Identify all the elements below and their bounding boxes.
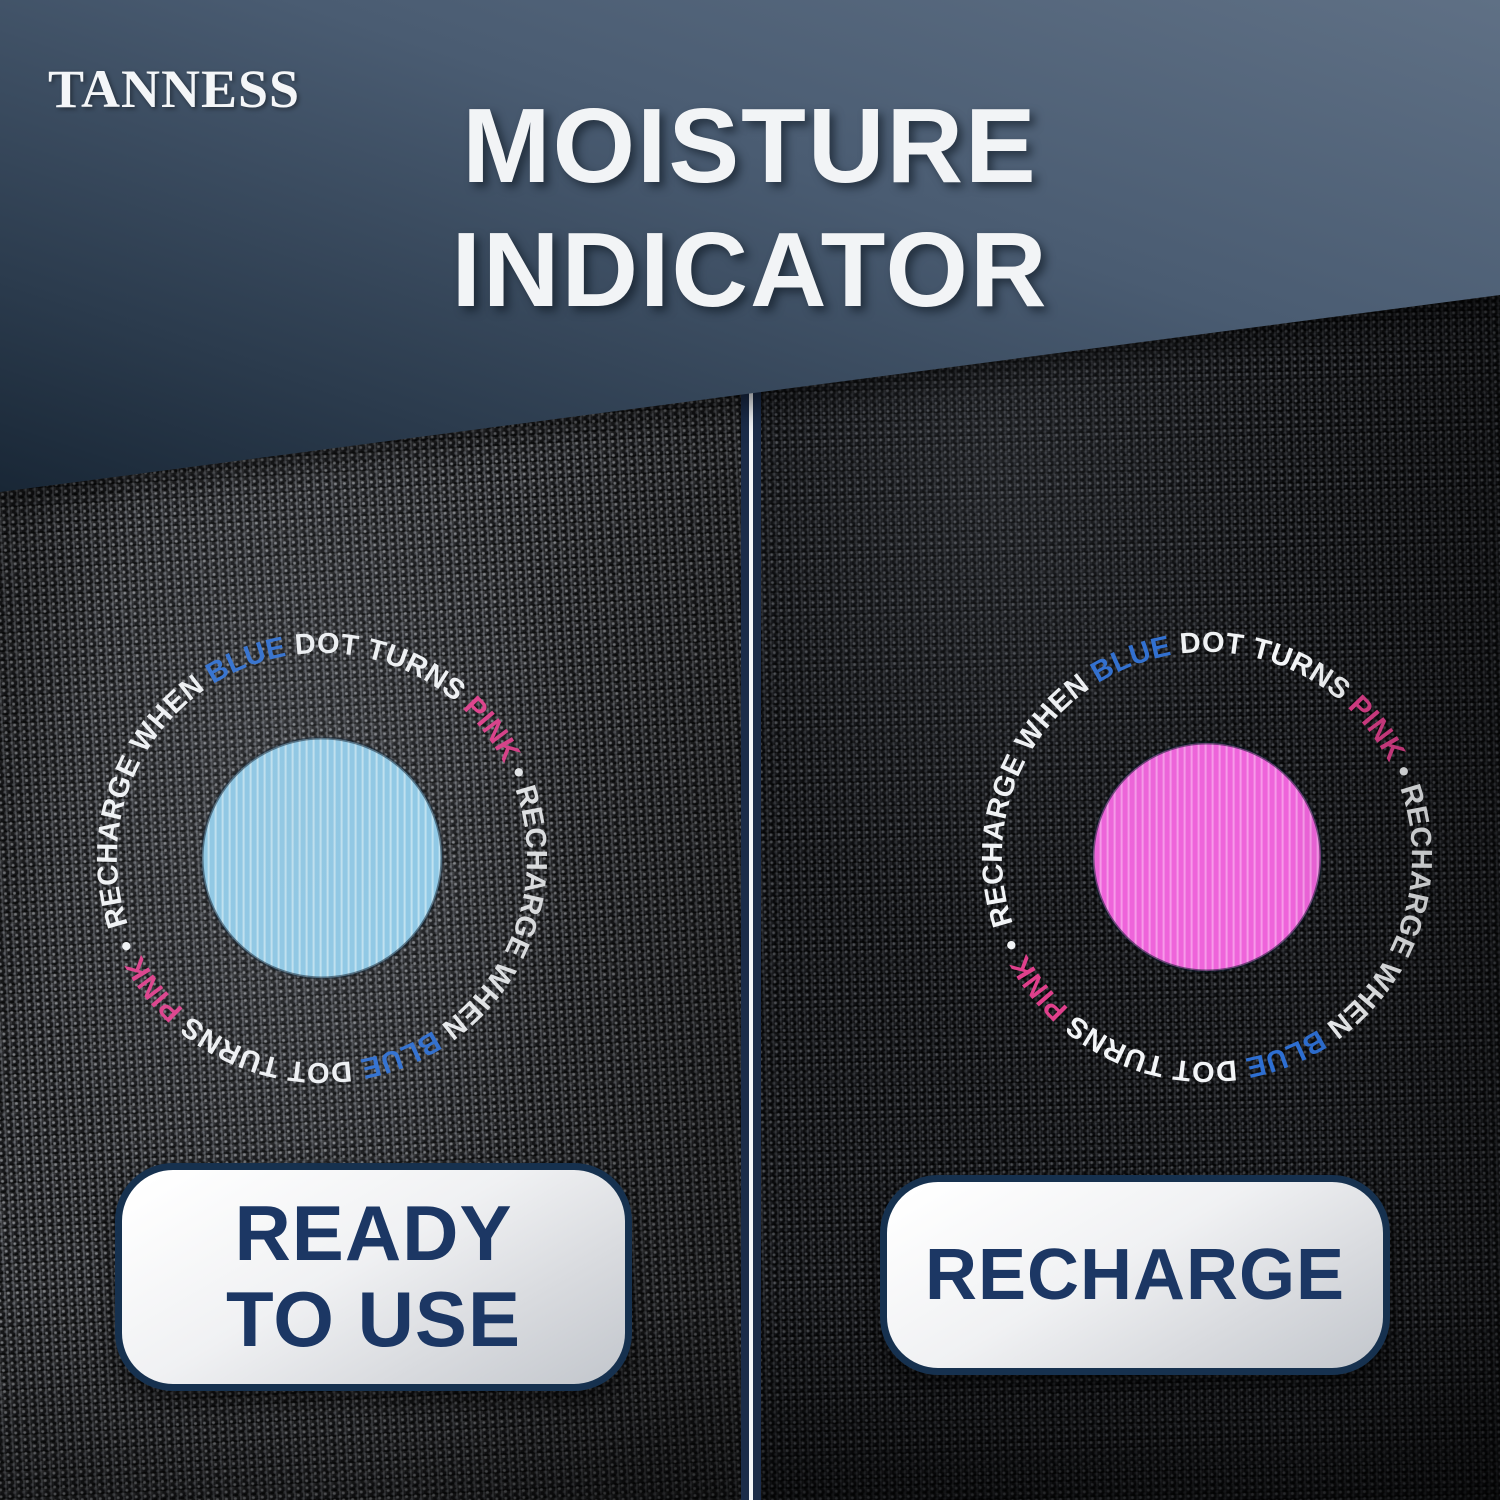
right-photo-panel: RECHARGE WHEN BLUE DOT TURNS PINK • RECH… <box>753 0 1500 1500</box>
moisture-indicator-ring-right: RECHARGE WHEN BLUE DOT TURNS PINK • RECH… <box>977 627 1437 1088</box>
badge-label-line2: TO USE <box>226 1275 521 1363</box>
badge-label-line1: READY <box>234 1189 513 1278</box>
moisture-indicator-ring-left: RECHARGE WHEN BLUE DOT TURNS PINK • RECH… <box>92 628 552 1089</box>
badge-label: RECHARGE <box>924 1235 1346 1315</box>
panel-divider <box>741 300 761 1500</box>
left-photo-panel: RECHARGE WHEN BLUE DOT TURNS PINK • RECH… <box>0 0 741 1500</box>
ready-to-use-badge: READY TO USE <box>115 1163 632 1391</box>
pink-dot-indicator <box>1091 741 1323 973</box>
blue-dot-indicator <box>200 736 444 980</box>
recharge-badge: RECHARGE <box>880 1175 1390 1375</box>
